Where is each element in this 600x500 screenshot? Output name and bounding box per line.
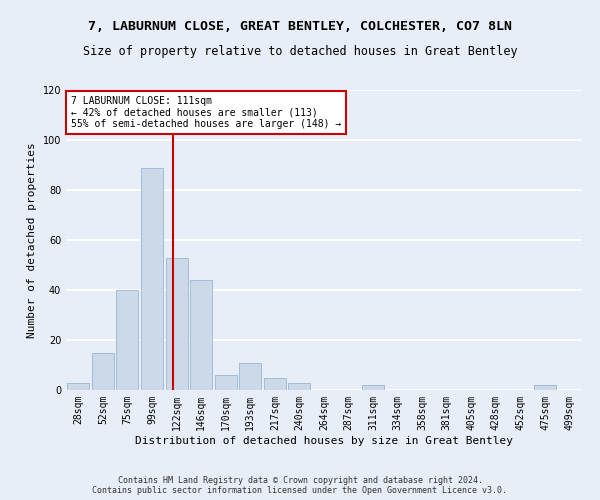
Text: Contains HM Land Registry data © Crown copyright and database right 2024.
Contai: Contains HM Land Registry data © Crown c… [92,476,508,495]
Bar [264,378,286,390]
Bar [362,385,384,390]
Bar [215,375,237,390]
Bar [116,290,139,390]
Bar [190,280,212,390]
Bar [534,385,556,390]
Bar [92,352,114,390]
Text: 7 LABURNUM CLOSE: 111sqm
← 42% of detached houses are smaller (113)
55% of semi-: 7 LABURNUM CLOSE: 111sqm ← 42% of detach… [71,96,341,129]
Text: 7, LABURNUM CLOSE, GREAT BENTLEY, COLCHESTER, CO7 8LN: 7, LABURNUM CLOSE, GREAT BENTLEY, COLCHE… [88,20,512,33]
Bar [289,382,310,390]
Bar [141,168,163,390]
Bar [239,362,262,390]
Text: Size of property relative to detached houses in Great Bentley: Size of property relative to detached ho… [83,45,517,58]
Bar [67,382,89,390]
Y-axis label: Number of detached properties: Number of detached properties [27,142,37,338]
X-axis label: Distribution of detached houses by size in Great Bentley: Distribution of detached houses by size … [135,436,513,446]
Bar [166,258,188,390]
